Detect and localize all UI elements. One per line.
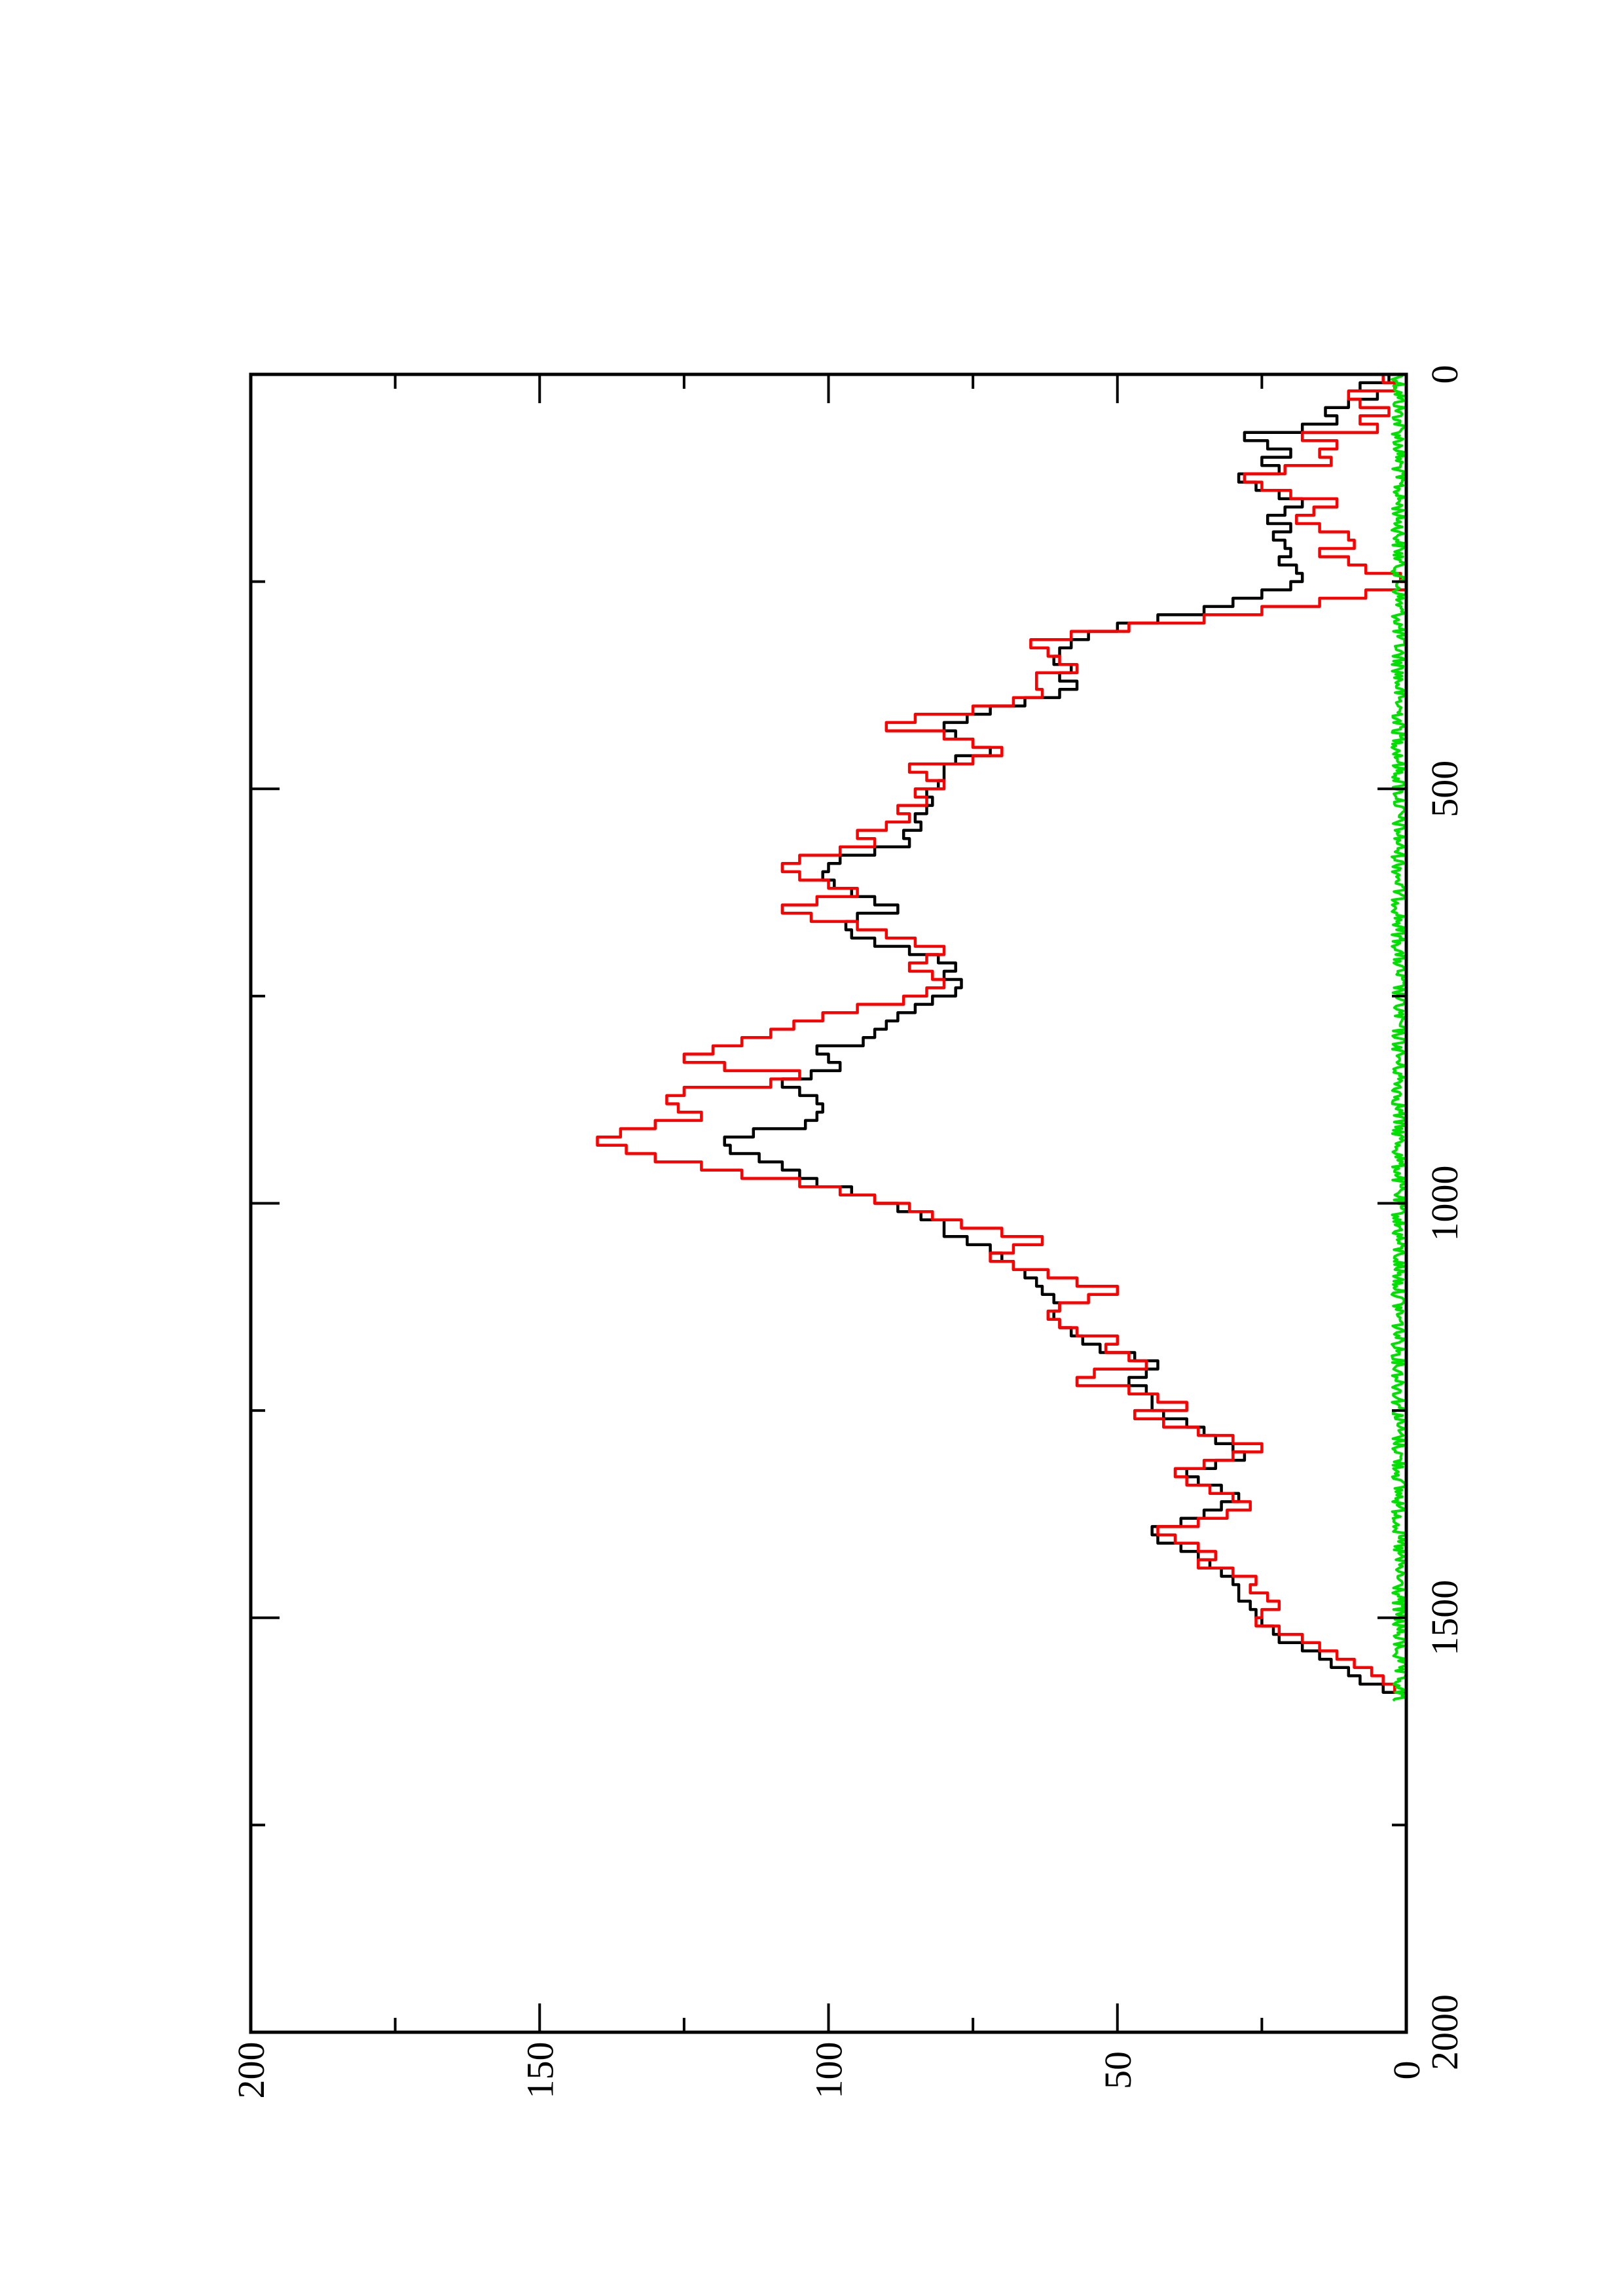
x-tick-label: 1500 bbox=[1423, 1580, 1466, 1656]
series-line-0 bbox=[723, 372, 1408, 1697]
y-tick-label: 100 bbox=[808, 2042, 850, 2099]
x-tick-label: 500 bbox=[1423, 761, 1466, 817]
y-tick-label: 150 bbox=[519, 2042, 561, 2099]
y-tick-label: 0 bbox=[1385, 2061, 1428, 2080]
series-line-2 bbox=[1391, 373, 1408, 1702]
plot-area bbox=[596, 372, 1408, 1702]
axis-ticks bbox=[249, 373, 1408, 2034]
x-tick-label: 0 bbox=[1423, 365, 1466, 384]
y-tick-label: 50 bbox=[1097, 2051, 1139, 2089]
x-tick-label: 1000 bbox=[1423, 1166, 1466, 1242]
plot-frame bbox=[249, 372, 1408, 2034]
series-line-1 bbox=[596, 372, 1408, 1697]
y-tick-label: 200 bbox=[230, 2042, 272, 2099]
x-tick-label: 2000 bbox=[1423, 1994, 1466, 2070]
